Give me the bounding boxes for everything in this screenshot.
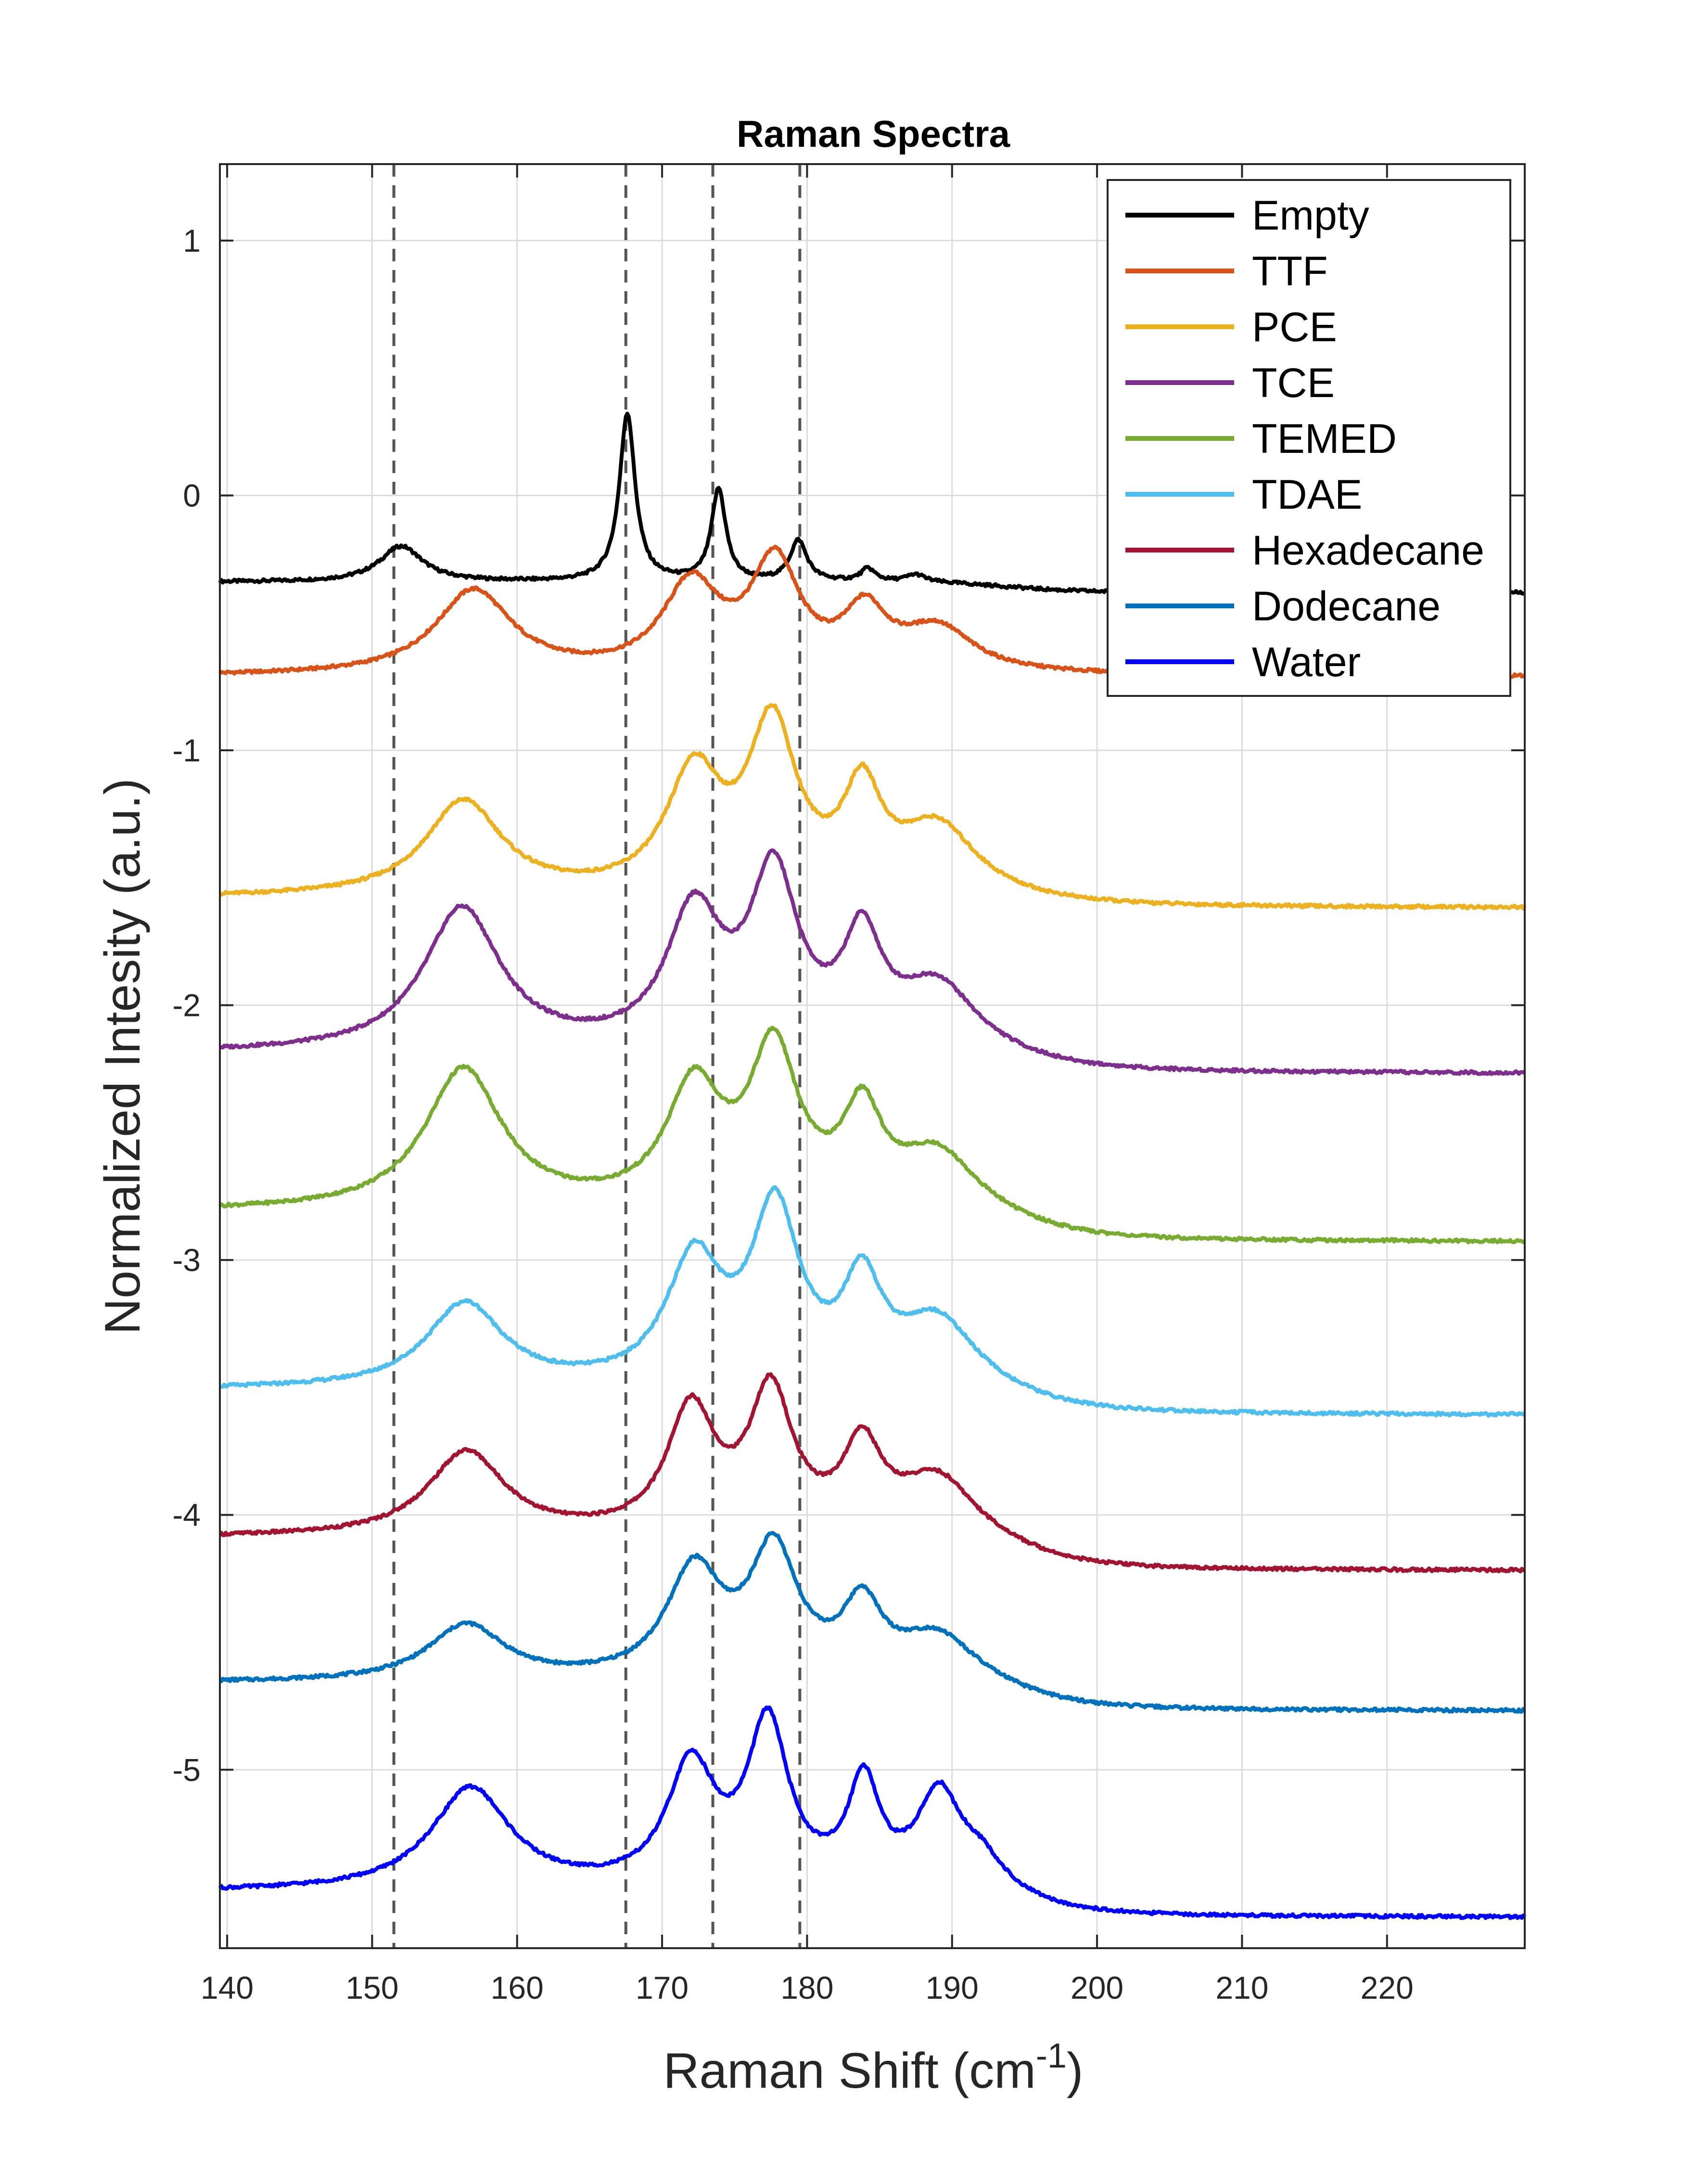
x-axis-label: Raman Shift (cm-1) [663,2037,1083,2099]
y-tick-label: -1 [172,732,201,768]
x-tick-label: 180 [780,1970,833,2005]
x-tick-label: 150 [345,1970,398,2005]
x-tick-label: 160 [491,1970,544,2005]
legend-label: TDAE [1252,472,1362,518]
legend-label: Empty [1252,193,1369,239]
y-tick-label: 0 [183,477,201,513]
series-line-hexadecane [219,1372,1526,1574]
x-tick-label: 140 [201,1970,254,2005]
series-line-tce [219,848,1526,1076]
x-axis-label-suffix: ) [1067,2043,1084,2099]
legend-label: PCE [1252,304,1337,350]
x-tick-label: 190 [926,1970,979,2005]
legend-label: TEMED [1252,416,1397,462]
legend: Empty TTF PCE TCE TEMED TDAE Hexadecane Dodecan… [1107,179,1511,697]
legend-label: TTF [1252,248,1328,295]
x-axis-label-main: Raman Shift (cm [663,2043,1035,2099]
series-line-pce [219,703,1527,911]
series-line-tdae [219,1185,1526,1418]
legend-label: Dodecane [1252,583,1441,630]
series-line-water [218,1705,1526,1920]
x-axis-label-superscript: -1 [1036,2037,1067,2075]
axis-ticks: 140 150 160 170 180 190 200 210 220 -5 -4 -3 -2 -1 0 1 [172,164,1525,2005]
x-tick-label: 170 [636,1970,689,2005]
series-line-temed [218,1026,1526,1245]
y-tick-label: -2 [172,988,201,1023]
plot-frame [219,163,1526,1949]
legend-label: Water [1252,639,1361,685]
y-tick-label: -4 [172,1497,201,1533]
legend-label: TCE [1252,360,1335,406]
x-tick-label: 220 [1361,1970,1414,2005]
legend-label: Hexadecane [1252,527,1484,574]
chart-title: Raman Spectra [737,113,1010,155]
y-axis-label: Normalized Intesity (a.u.) [95,778,151,1335]
y-tick-label: -3 [172,1242,201,1278]
x-tick-label: 210 [1215,1970,1268,2005]
y-tick-label: -5 [172,1752,201,1787]
y-tick-label: 1 [183,223,201,258]
series-line-dodecane [219,1531,1526,1714]
x-tick-label: 200 [1071,1970,1123,2005]
